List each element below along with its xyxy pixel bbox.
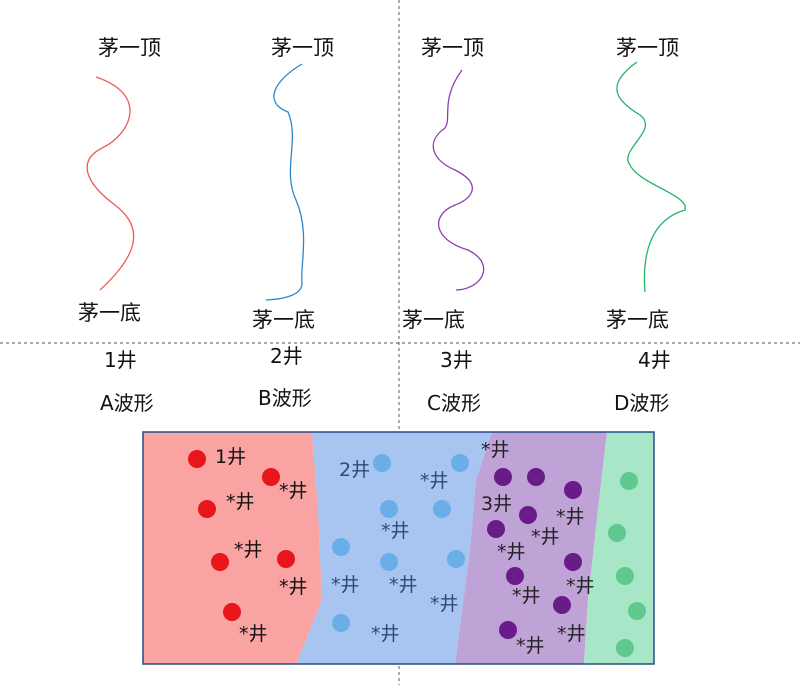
map-star-well-label: *井 xyxy=(531,526,560,548)
curve-4-bottom-label: 茅一底 xyxy=(606,308,669,332)
blue-dot xyxy=(433,500,451,518)
purple-dot xyxy=(494,468,512,486)
well-4-label: 4井 xyxy=(638,348,671,372)
map-star-well-label: *井 xyxy=(331,574,360,596)
curve-1-bottom-label: 茅一底 xyxy=(78,301,141,325)
well-1-wave-label: A波形 xyxy=(100,391,154,415)
map-star-well-label: *井 xyxy=(226,491,255,513)
green-dot xyxy=(628,602,646,620)
map-star-well-label: *井 xyxy=(389,574,418,596)
purple-dot xyxy=(506,567,524,585)
map-star-well-label: *井 xyxy=(420,470,449,492)
map-star-well-label: *井 xyxy=(430,593,459,615)
curve-1-top-label: 茅一顶 xyxy=(98,36,161,60)
map-star-well-label: *井 xyxy=(497,541,526,563)
red-dot xyxy=(211,553,229,571)
zone-blue xyxy=(296,432,492,664)
map-star-well-label: *井 xyxy=(566,575,595,597)
map-star-well-label: *井 xyxy=(279,576,308,598)
curve-c xyxy=(432,69,485,291)
map-star-well-label: *井 xyxy=(512,585,541,607)
red-dot xyxy=(262,468,280,486)
map-star-well-label: *井 xyxy=(381,520,410,542)
well-4-wave-label: D波形 xyxy=(614,391,670,415)
well-2-label: 2井 xyxy=(270,344,303,368)
green-dot xyxy=(608,524,626,542)
map-star-well-label: *井 xyxy=(239,623,268,645)
well-1-label: 1井 xyxy=(104,348,137,372)
blue-dot xyxy=(380,553,398,571)
curve-2-top-label: 茅一顶 xyxy=(271,36,334,60)
map-star-well-label: *井 xyxy=(516,635,545,657)
blue-dot xyxy=(447,550,465,568)
curve-2-bottom-label: 茅一底 xyxy=(252,308,315,332)
green-dot xyxy=(616,567,634,585)
purple-dot xyxy=(519,506,537,524)
red-dot xyxy=(223,603,241,621)
curve-b xyxy=(265,63,305,301)
purple-dot xyxy=(527,468,545,486)
blue-dot xyxy=(332,538,350,556)
map-star-well-label: *井 xyxy=(556,506,585,528)
zone-red xyxy=(143,432,322,664)
well-2-wave-label: B波形 xyxy=(258,386,312,410)
red-dot xyxy=(198,500,216,518)
purple-dot xyxy=(564,481,582,499)
curve-3-top-label: 茅一顶 xyxy=(421,36,484,60)
purple-dot xyxy=(564,553,582,571)
curve-d xyxy=(616,61,686,293)
map-well-2-label: 2井 xyxy=(339,459,370,481)
curve-a xyxy=(86,76,135,291)
map-well-1-label: 1井 xyxy=(215,446,246,468)
map-star-well-label: *井 xyxy=(371,623,400,645)
red-dot xyxy=(277,550,295,568)
blue-dot xyxy=(451,454,469,472)
green-dot xyxy=(620,472,638,490)
well-3-label: 3井 xyxy=(440,348,473,372)
map-star-well-label: *井 xyxy=(279,480,308,502)
green-dot xyxy=(616,639,634,657)
blue-dot xyxy=(373,454,391,472)
curve-4-top-label: 茅一顶 xyxy=(616,36,679,60)
blue-dot xyxy=(380,500,398,518)
map-border xyxy=(142,431,655,665)
purple-dot xyxy=(499,621,517,639)
red-dot xyxy=(188,450,206,468)
well-3-wave-label: C波形 xyxy=(427,391,481,415)
map-well-3-label: 3井 xyxy=(481,493,512,515)
map-star-well-label: *井 xyxy=(557,623,586,645)
purple-dot xyxy=(553,596,571,614)
purple-dot xyxy=(487,520,505,538)
curve-3-bottom-label: 茅一底 xyxy=(402,308,465,332)
blue-dot xyxy=(332,614,350,632)
map-star-well-label: *井 xyxy=(234,539,263,561)
map-star-well-label: *井 xyxy=(481,439,510,461)
